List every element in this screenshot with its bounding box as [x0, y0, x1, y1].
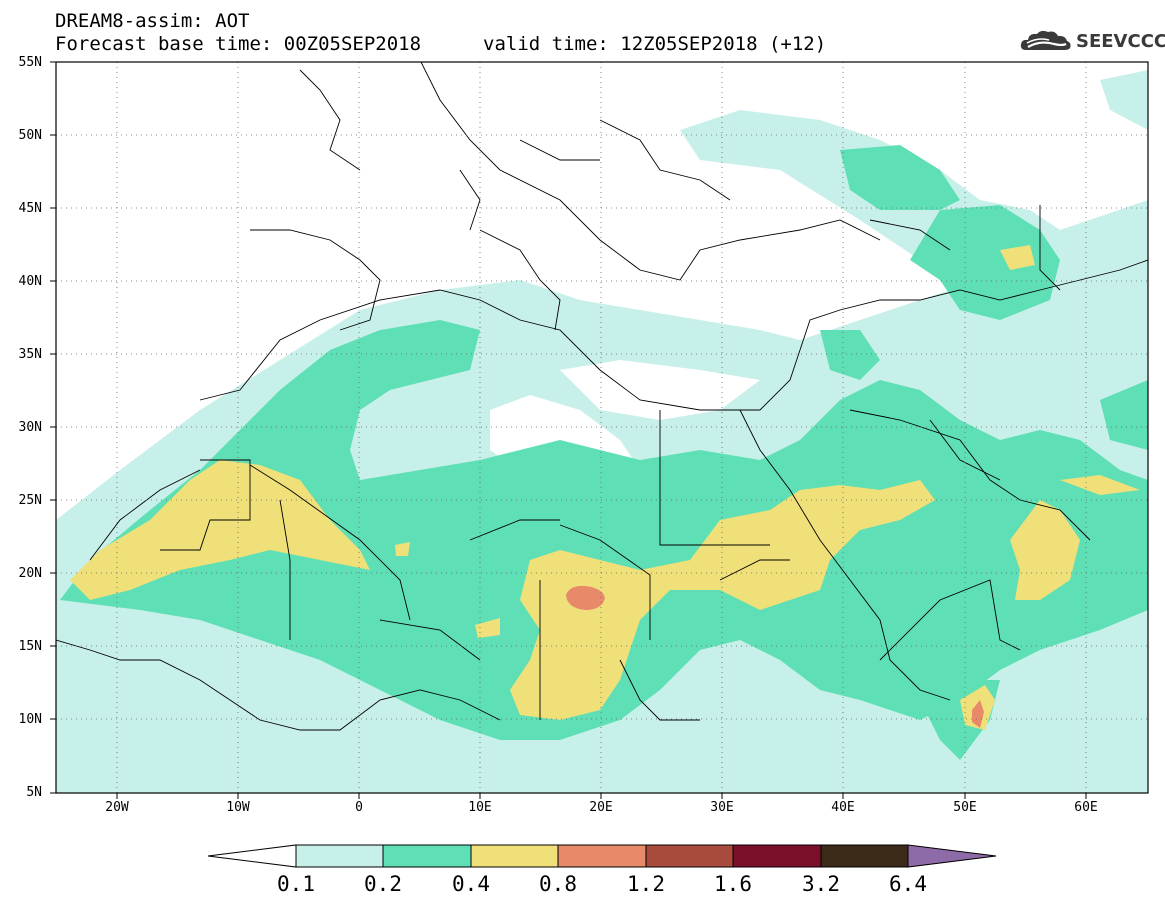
- colorbar: [207, 844, 997, 868]
- cloud-logo-icon: [1020, 30, 1071, 50]
- forecast-base-time: Forecast base time: 00Z05SEP2018: [55, 33, 422, 55]
- aot-field-0.4: [70, 245, 1140, 730]
- colorbar-label: 1.6: [714, 872, 752, 896]
- lat-label: 30N: [18, 420, 42, 435]
- lat-label: 55N: [18, 55, 42, 70]
- colorbar-label: 0.2: [364, 872, 402, 896]
- lat-label: 35N: [18, 347, 42, 362]
- lat-label: 50N: [18, 128, 42, 143]
- logo-text: SEEVCCC: [1076, 31, 1165, 52]
- aot-field-0.8: [566, 585, 984, 728]
- lon-label: 10E: [468, 800, 492, 815]
- colorbar-label: 6.4: [889, 872, 927, 896]
- lat-label: 10N: [18, 712, 42, 727]
- lat-label: 45N: [18, 201, 42, 216]
- colorbar-lower-arrow: [207, 844, 297, 868]
- lon-label: 30E: [710, 800, 734, 815]
- country-borders: [56, 62, 1148, 731]
- lon-label: 60E: [1074, 800, 1098, 815]
- colorbar-bin-0.2: [382, 844, 472, 868]
- lat-label: 15N: [18, 639, 42, 654]
- colorbar-bin-0.4: [470, 844, 559, 868]
- lon-label: 50E: [953, 800, 977, 815]
- aot-field-0.2: [60, 145, 1148, 760]
- lon-label: 20E: [589, 800, 613, 815]
- lon-label: 10W: [226, 800, 250, 815]
- colorbar-bin-0.1: [295, 844, 384, 868]
- lat-label: 5N: [26, 785, 42, 800]
- lat-label: 20N: [18, 566, 42, 581]
- colorbar-label: 3.2: [802, 872, 840, 896]
- map-title: DREAM8-assim: AOT: [55, 10, 250, 32]
- colorbar-label: 0.8: [539, 872, 577, 896]
- colorbar-label: 0.4: [452, 872, 490, 896]
- lon-label: 20W: [105, 800, 129, 815]
- colorbar-label: 0.1: [277, 872, 315, 896]
- colorbar-bin-3.2: [820, 844, 909, 868]
- lat-label: 40N: [18, 274, 42, 289]
- valid-time: valid time: 12Z05SEP2018 (+12): [483, 33, 827, 55]
- colorbar-bin-0.8: [557, 844, 647, 868]
- lat-label: 25N: [18, 493, 42, 508]
- colorbar-bin-1.6: [732, 844, 822, 868]
- axis-ticks: [50, 61, 1087, 799]
- colorbar-bin-1.2: [645, 844, 734, 868]
- seevccc-logo: SEEVCCC: [1018, 28, 1165, 54]
- graticule: [56, 62, 1148, 793]
- colorbar-label: 1.2: [627, 872, 665, 896]
- lon-label: 0: [355, 800, 363, 815]
- colorbar-upper-arrow: [907, 844, 997, 868]
- lon-label: 40E: [831, 800, 855, 815]
